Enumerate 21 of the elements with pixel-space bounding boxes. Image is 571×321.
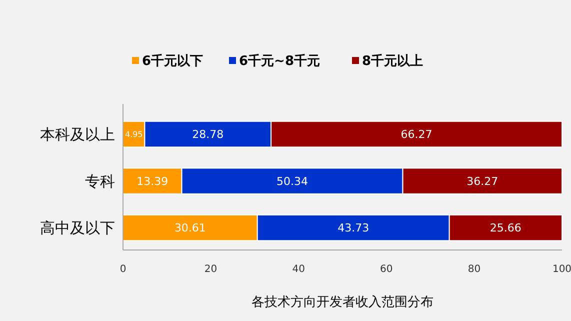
data-label: 28.78 (192, 128, 224, 142)
x-tick-label: 60 (380, 264, 393, 275)
data-label: 50.34 (276, 174, 308, 188)
legend-label: 6千元~8千元 (239, 53, 320, 69)
data-label: 25.66 (490, 222, 522, 235)
y-tick-label: 高中及以下 (40, 219, 115, 238)
data-label: 36.27 (466, 174, 498, 188)
data-label: 66.27 (400, 128, 432, 142)
legend-label: 6千元以下 (142, 53, 204, 69)
x-tick-label: 40 (292, 264, 305, 275)
data-label: 13.39 (136, 174, 168, 188)
y-tick-label: 专科 (85, 172, 115, 190)
data-label: 30.61 (174, 222, 206, 235)
text: 各技术方向开发者收入范围分布 (252, 294, 434, 310)
legend-label: 8千元以上 (362, 53, 424, 69)
x-tick-label: 20 (204, 264, 218, 275)
x-tick-label: 100 (552, 264, 571, 275)
x-tick-label: 80 (468, 264, 481, 275)
y-tick-label: 本科及以上 (40, 125, 115, 144)
x-tick-label: 0 (120, 264, 126, 275)
data-label: 43.73 (338, 222, 370, 235)
